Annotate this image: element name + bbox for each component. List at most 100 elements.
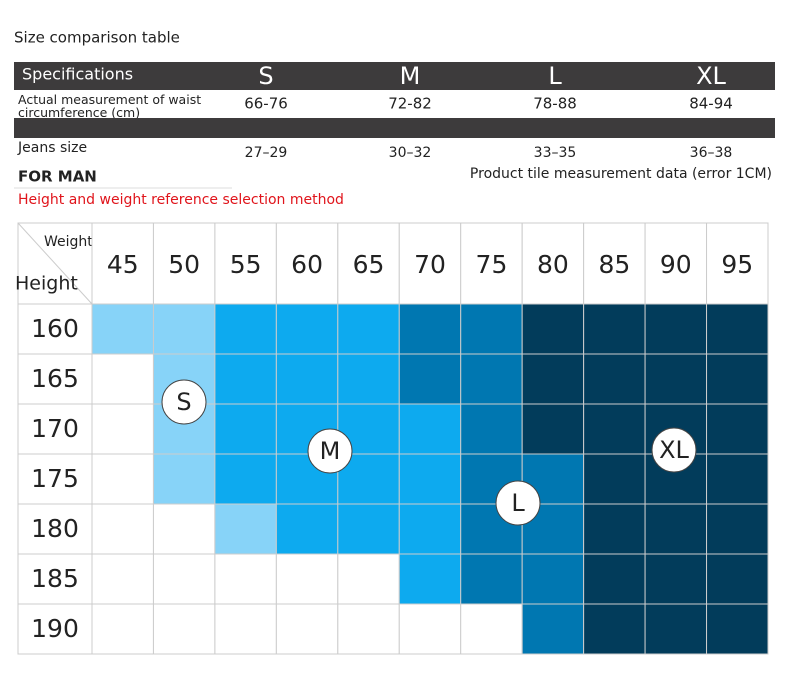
grid-cell xyxy=(152,303,216,355)
zone-label: M xyxy=(320,437,341,465)
grid-cell xyxy=(91,503,154,555)
grid-cell xyxy=(398,603,462,655)
jeans-label: Jeans size xyxy=(17,140,87,156)
grid-cell xyxy=(460,553,523,605)
waist-value: 66-76 xyxy=(244,95,288,113)
divider-bar xyxy=(14,118,775,138)
zone-label: L xyxy=(511,489,525,517)
grid-cell xyxy=(644,353,708,405)
height-label: 190 xyxy=(31,614,79,643)
weight-cell xyxy=(706,222,769,305)
height-cell xyxy=(17,303,93,355)
grid-cell xyxy=(583,303,646,355)
grid-cell xyxy=(583,453,646,505)
jeans-value: 27–29 xyxy=(245,145,288,161)
grid-cell xyxy=(706,353,769,405)
grid-cell xyxy=(275,303,339,355)
height-label: 165 xyxy=(31,364,79,393)
size-header: S xyxy=(258,62,273,90)
grid-cell xyxy=(706,303,769,355)
zone-badge xyxy=(307,428,353,474)
grid-cell xyxy=(460,403,523,455)
grid-cell xyxy=(460,353,523,405)
weight-label: 85 xyxy=(598,250,630,279)
weight-cell xyxy=(337,222,400,305)
grid-cell xyxy=(706,453,769,505)
grid-cell xyxy=(644,603,708,655)
corner-weight: Weight xyxy=(44,234,93,250)
zone-badge xyxy=(161,379,207,425)
weight-cell xyxy=(521,222,585,305)
grid-cell xyxy=(275,603,339,655)
size-header: L xyxy=(548,62,562,90)
waist-value: 72-82 xyxy=(388,95,432,113)
grid-cell xyxy=(91,403,154,455)
grid-cell xyxy=(460,453,523,505)
zone-badge xyxy=(651,427,697,473)
note: Product tile measurement data (error 1CM… xyxy=(470,166,772,182)
grid-cell xyxy=(583,353,646,405)
weight-label: 95 xyxy=(721,250,753,279)
grid-cell xyxy=(91,453,154,505)
grid-cell xyxy=(152,503,216,555)
weight-label: 60 xyxy=(291,250,323,279)
grid-cell xyxy=(521,353,585,405)
height-cell xyxy=(17,603,93,655)
grid-cell xyxy=(398,453,462,505)
waist-label-box: Actual measurement of waist circumferenc… xyxy=(18,93,201,119)
grid-cell xyxy=(152,453,216,505)
grid-cell xyxy=(337,603,400,655)
grid-cell xyxy=(521,553,585,605)
grid-cell xyxy=(91,553,154,605)
size-header: M xyxy=(400,62,421,90)
grid-cell xyxy=(583,403,646,455)
waist-value: 84-94 xyxy=(689,95,733,113)
grid-cell xyxy=(91,603,154,655)
grid-cell xyxy=(337,503,400,555)
grid-cell xyxy=(91,303,154,355)
weight-label: 55 xyxy=(230,250,262,279)
grid-cell xyxy=(214,603,277,655)
weight-cell xyxy=(644,222,708,305)
grid-cell xyxy=(583,503,646,555)
grid-cell xyxy=(214,353,277,405)
weight-label: 80 xyxy=(537,250,569,279)
corner-height: Height xyxy=(15,273,78,295)
weight-label: 70 xyxy=(414,250,446,279)
grid-cell xyxy=(706,603,769,655)
grid-cell xyxy=(398,503,462,555)
zone-label: XL xyxy=(659,436,689,464)
weight-label: 50 xyxy=(168,250,200,279)
grid-cell xyxy=(214,553,277,605)
grid-cell xyxy=(583,553,646,605)
corner-diagonal xyxy=(17,222,93,305)
grid-cell xyxy=(583,603,646,655)
size-grid: Weight Height 45 50 55 60 65 70 75 80 85 90 95 160 165… xyxy=(15,222,769,655)
grid-cell xyxy=(521,303,585,355)
grid-cell xyxy=(460,303,523,355)
grid-cell xyxy=(275,553,339,605)
grid-cell xyxy=(398,353,462,405)
grid-cell xyxy=(706,503,769,555)
zone-badge xyxy=(495,480,541,526)
grid-cell xyxy=(214,403,277,455)
weight-cell xyxy=(460,222,523,305)
grid-cell xyxy=(152,553,216,605)
grid-cell xyxy=(460,603,523,655)
height-label: 185 xyxy=(31,564,79,593)
title: Size comparison table xyxy=(14,29,180,47)
zone-label: S xyxy=(176,388,191,416)
grid-cell xyxy=(337,553,400,605)
grid-cell xyxy=(521,603,585,655)
weight-label: 75 xyxy=(476,250,508,279)
weight-cell xyxy=(275,222,339,305)
grid-cell xyxy=(214,503,277,555)
grid-cell xyxy=(644,303,708,355)
grid-cell xyxy=(275,353,339,405)
height-cell xyxy=(17,553,93,605)
weight-cell xyxy=(398,222,462,305)
grid-cell xyxy=(706,403,769,455)
weight-label: 65 xyxy=(353,250,385,279)
grid-cell xyxy=(521,403,585,455)
